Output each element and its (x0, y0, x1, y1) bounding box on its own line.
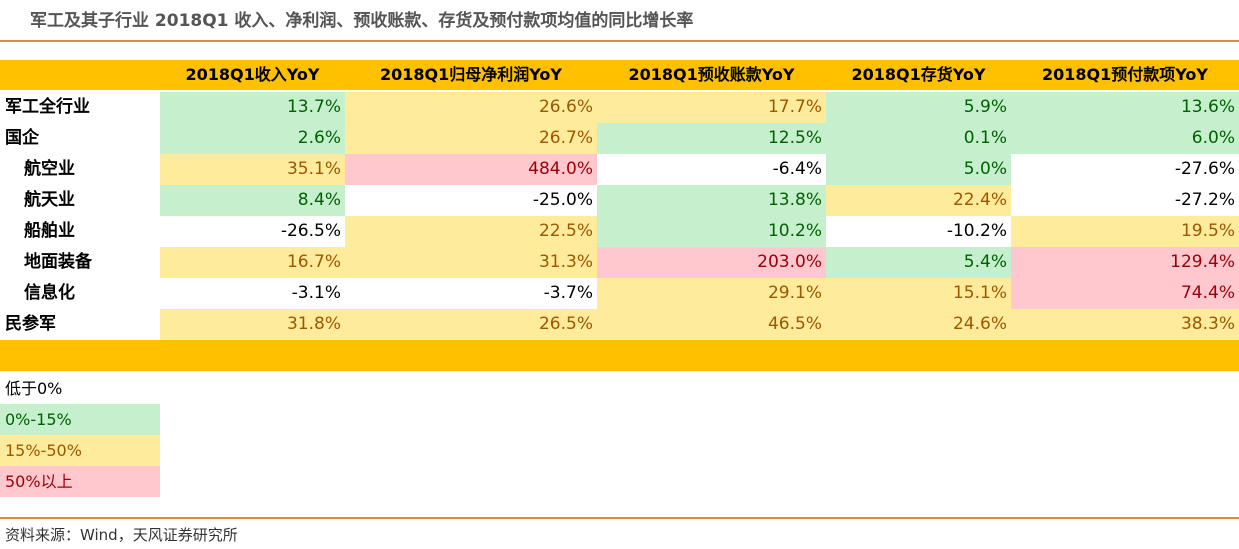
value-cell: 2.6% (160, 123, 345, 154)
table-row: 地面装备 16.7% 31.3% 203.0% 5.4% 129.4% (0, 247, 1239, 278)
value-cell: 13.7% (160, 92, 345, 123)
row-label: 地面装备 (24, 252, 92, 272)
value-cell: -3.7% (345, 278, 597, 309)
value-cell: 26.7% (345, 123, 597, 154)
value-cell: 22.5% (345, 216, 597, 247)
value-cell: 24.6% (826, 309, 1011, 340)
value-cell: 13.8% (597, 185, 826, 216)
value-cell: -3.1% (160, 278, 345, 309)
value-cell: -25.0% (345, 185, 597, 216)
table-row: 国企 2.6% 26.7% 12.5% 0.1% 6.0% (0, 123, 1239, 154)
value-cell: 10.2% (597, 216, 826, 247)
value-cell: -27.2% (1011, 185, 1239, 216)
value-cell: 19.5% (1011, 216, 1239, 247)
value-cell: 484.0% (345, 154, 597, 185)
value-cell: 6.0% (1011, 123, 1239, 154)
row-label: 信息化 (24, 283, 75, 303)
value-cell: 26.5% (345, 309, 597, 340)
value-cell: 8.4% (160, 185, 345, 216)
value-cell: 35.1% (160, 154, 345, 185)
row-label: 军工全行业 (5, 97, 90, 117)
value-cell: 5.4% (826, 247, 1011, 278)
row-label: 国企 (5, 128, 39, 148)
value-cell: 5.9% (826, 92, 1011, 123)
legend-item: 50%以上 (0, 466, 160, 497)
top-divider (0, 40, 1239, 42)
value-cell: 203.0% (597, 247, 826, 278)
row-label: 航天业 (24, 190, 75, 210)
column-header: 2018Q1预收账款YoY (628, 65, 795, 84)
column-header: 2018Q1归母净利润YoY (380, 65, 562, 84)
source-note: 资料来源：Wind，天风证券研究所 (5, 526, 238, 544)
value-cell: 22.4% (826, 185, 1011, 216)
legend-item: 15%-50% (0, 435, 160, 466)
value-cell: 26.6% (345, 92, 597, 123)
legend-item: 低于0% (0, 373, 160, 404)
value-cell: -6.4% (597, 154, 826, 185)
legend-item: 0%-15% (0, 404, 160, 435)
column-header: 2018Q1预付款项YoY (1042, 65, 1208, 84)
table-row: 军工全行业 13.7% 26.6% 17.7% 5.9% 13.6% (0, 92, 1239, 123)
value-cell: 5.0% (826, 154, 1011, 185)
column-header: 2018Q1存货YoY (851, 65, 986, 84)
value-cell: 17.7% (597, 92, 826, 123)
table-row: 船舶业 -26.5% 22.5% 10.2% -10.2% 19.5% (0, 216, 1239, 247)
column-header: 2018Q1收入YoY (185, 65, 320, 84)
value-cell: 129.4% (1011, 247, 1239, 278)
value-cell: 74.4% (1011, 278, 1239, 309)
value-cell: 46.5% (597, 309, 826, 340)
value-cell: 0.1% (826, 123, 1011, 154)
value-cell: 31.3% (345, 247, 597, 278)
table-row: 信息化 -3.1% -3.7% 29.1% 15.1% 74.4% (0, 278, 1239, 309)
row-label: 民参军 (5, 314, 56, 334)
table-header: 2018Q1收入YoY 2018Q1归母净利润YoY 2018Q1预收账款YoY 20… (0, 60, 1239, 90)
value-cell: 12.5% (597, 123, 826, 154)
value-cell: 15.1% (826, 278, 1011, 309)
value-cell: -26.5% (160, 216, 345, 247)
bottom-divider (0, 517, 1239, 519)
row-label: 航空业 (24, 159, 75, 179)
table-row: 航天业 8.4% -25.0% 13.8% 22.4% -27.2% (0, 185, 1239, 216)
table-row: 民参军 31.8% 26.5% 46.5% 24.6% 38.3% (0, 309, 1239, 340)
page-title: 军工及其子行业 2018Q1 收入、净利润、预收账款、存货及预付款项均值的同比增… (30, 11, 694, 31)
value-cell: -27.6% (1011, 154, 1239, 185)
row-label: 船舶业 (24, 221, 75, 241)
table-row: 航空业 35.1% 484.0% -6.4% 5.0% -27.6% (0, 154, 1239, 185)
value-cell: 16.7% (160, 247, 345, 278)
value-cell: -10.2% (826, 216, 1011, 247)
value-cell: 29.1% (597, 278, 826, 309)
value-cell: 38.3% (1011, 309, 1239, 340)
table-footer-band (0, 340, 1239, 371)
value-cell: 13.6% (1011, 92, 1239, 123)
value-cell: 31.8% (160, 309, 345, 340)
